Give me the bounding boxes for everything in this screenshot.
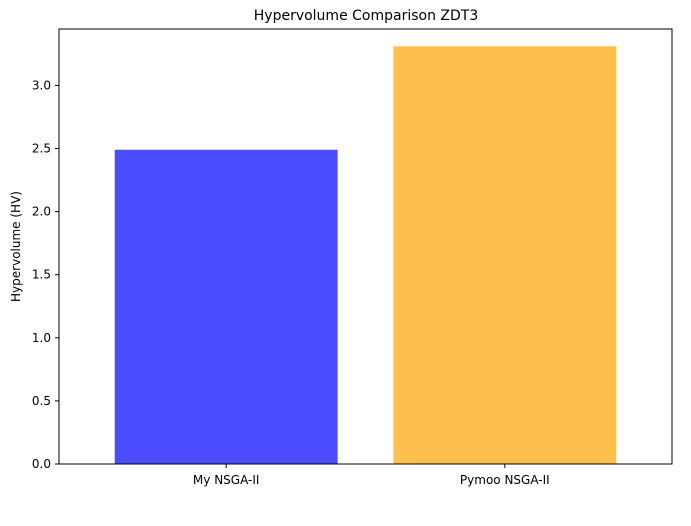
y-axis-title: Hypervolume (HV)	[9, 191, 23, 302]
bar-pymoo-nsga-ii	[393, 46, 617, 465]
bars-group	[114, 46, 617, 465]
y-tick-label: 1.5	[32, 268, 51, 282]
y-tick-label: 3.0	[32, 78, 51, 92]
x-tick-label: Pymoo NSGA-II	[460, 473, 550, 487]
plot-frame	[58, 28, 673, 465]
x-tick-label: My NSGA-II	[193, 473, 260, 487]
bar-my-nsga-ii	[114, 149, 338, 464]
y-tick-label: 2.5	[32, 142, 51, 156]
y-tick-label: 2.0	[32, 205, 51, 219]
y-axis: 0.0 0.5 1.0 1.5 2.0 2.5 3.0	[32, 78, 59, 471]
y-tick-label: 0.0	[32, 457, 51, 471]
x-axis: My NSGA-II Pymoo NSGA-II	[193, 464, 550, 487]
y-tick-label: 1.0	[32, 331, 51, 345]
y-tick-label: 0.5	[32, 394, 51, 408]
chart-title: Hypervolume Comparison ZDT3	[254, 8, 479, 24]
